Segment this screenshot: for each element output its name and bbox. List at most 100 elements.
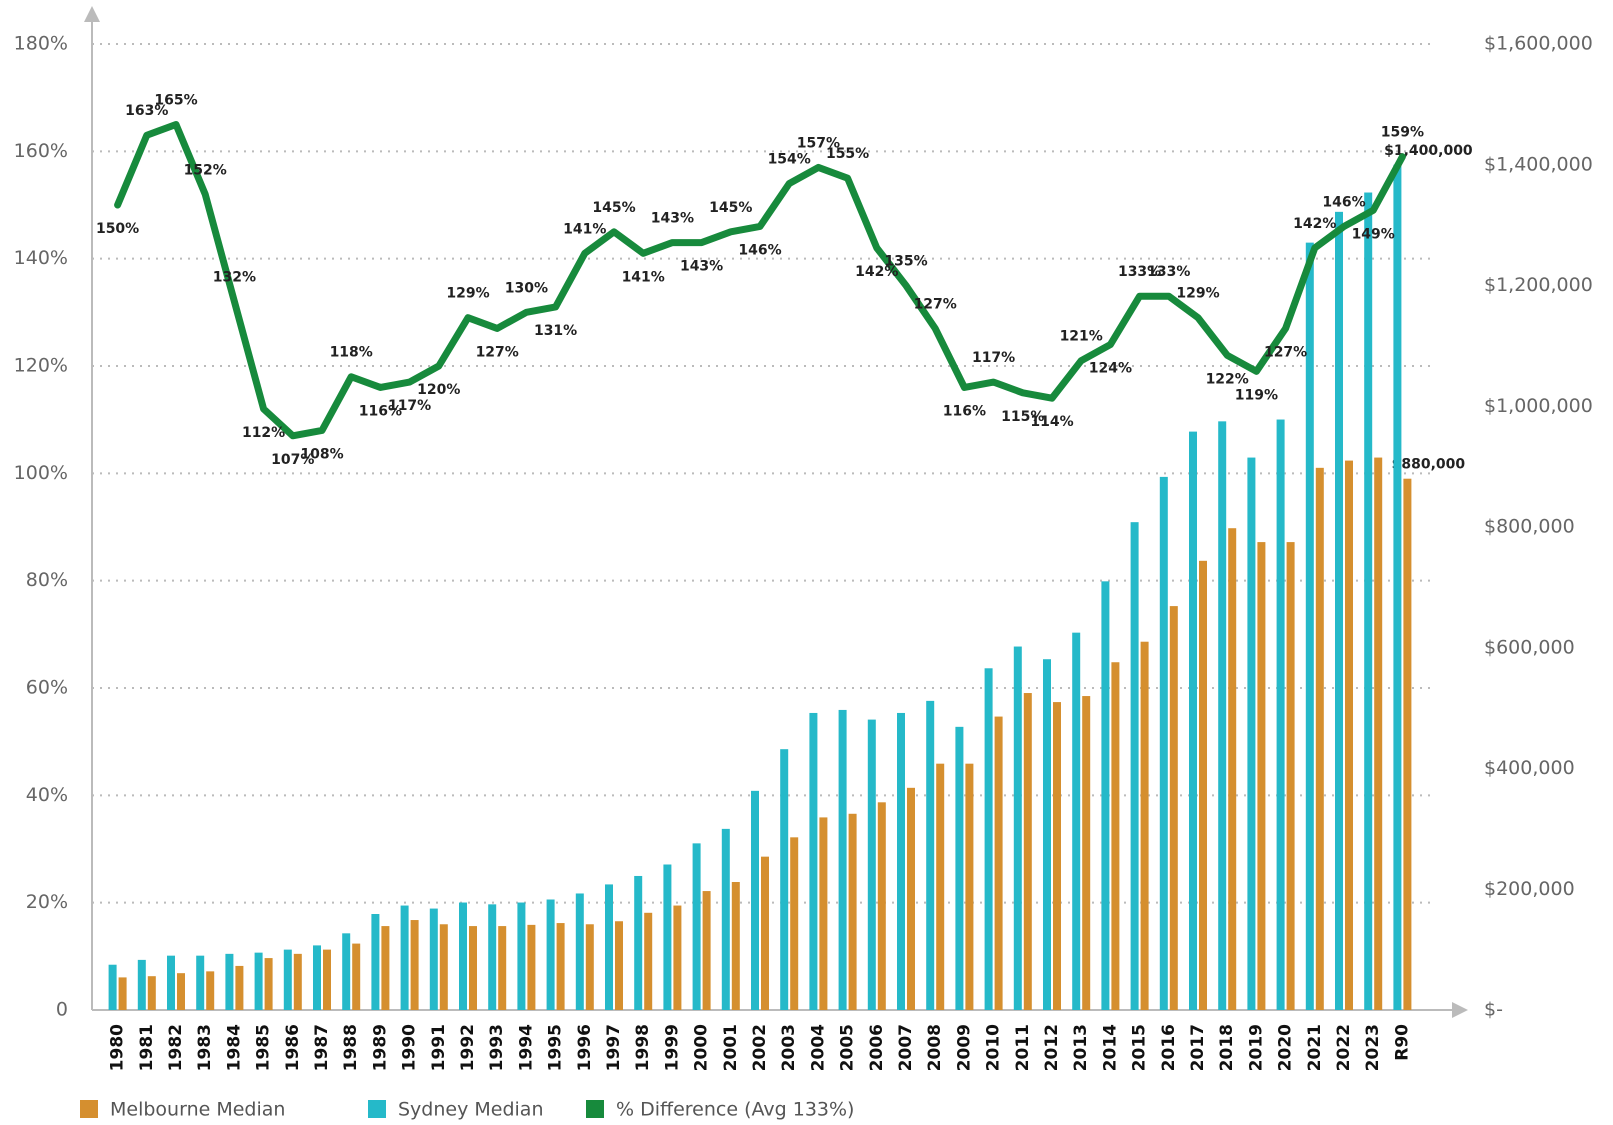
bar: [118, 977, 127, 1010]
x-tick-label: 1997: [604, 1024, 624, 1071]
y-axis-arrow: [84, 6, 100, 22]
x-tick-label: 2000: [692, 1024, 712, 1071]
bar: [1130, 522, 1139, 1010]
y-tick-label: 140%: [14, 247, 68, 269]
bar: [1286, 542, 1295, 1010]
data-label: 132%: [213, 270, 256, 286]
x-tick-label: 2004: [808, 1024, 828, 1071]
x-tick-label: 2005: [838, 1024, 858, 1071]
x-tick-label: 1990: [400, 1024, 420, 1071]
bar: [1315, 467, 1324, 1010]
bar: [264, 958, 273, 1010]
bar: [1043, 659, 1051, 1010]
data-label: 107%: [271, 452, 314, 468]
bar: [1364, 192, 1373, 1010]
data-label: 143%: [680, 259, 723, 275]
bar: [177, 973, 185, 1010]
x-tick-label: 2023: [1363, 1024, 1383, 1071]
bar: [400, 905, 409, 1010]
x-tick-label: 1989: [370, 1024, 390, 1071]
data-label: 118%: [330, 345, 373, 361]
y2-tick-label: $1,000,000: [1484, 395, 1593, 417]
bar: [459, 902, 467, 1010]
bar: [965, 763, 974, 1010]
data-label: 133%: [1118, 264, 1161, 280]
bar: [761, 856, 769, 1010]
data-label: 129%: [446, 286, 489, 302]
y-tick-label: 100%: [14, 462, 68, 484]
data-label: 146%: [1322, 194, 1365, 210]
data-label: $880,000: [1392, 457, 1466, 473]
y2-tick-label: $-: [1484, 999, 1503, 1021]
data-label: 117%: [388, 398, 431, 414]
bar: [225, 953, 234, 1010]
data-label: 124%: [1089, 361, 1132, 377]
data-label: $1,400,000: [1384, 143, 1473, 159]
bar: [936, 763, 945, 1010]
bar: [517, 902, 526, 1010]
data-label: 116%: [943, 403, 986, 419]
x-tick-label: 1980: [108, 1024, 128, 1071]
data-label: 127%: [1264, 344, 1307, 360]
bar: [692, 843, 701, 1010]
bar: [751, 790, 759, 1010]
bar: [994, 716, 1003, 1010]
legend-swatch: [80, 1100, 98, 1118]
x-tick-label: 2017: [1188, 1024, 1208, 1071]
x-tick-label: 2003: [779, 1024, 799, 1071]
bar: [410, 920, 419, 1010]
data-label: 117%: [972, 350, 1015, 366]
x-tick-label: 1993: [487, 1024, 507, 1071]
data-label: 131%: [534, 323, 577, 339]
bar: [819, 817, 828, 1010]
x-tick-label: 2001: [721, 1024, 741, 1071]
bar: [663, 864, 672, 1010]
bar: [488, 904, 497, 1010]
data-label: 130%: [505, 280, 548, 296]
y-tick-label: 60%: [26, 677, 68, 699]
x-tick-label: 2002: [750, 1024, 770, 1071]
bar: [867, 719, 876, 1010]
data-label: 141%: [563, 221, 606, 237]
bar: [721, 828, 730, 1010]
x-tick-label: 1983: [195, 1024, 215, 1071]
bar: [984, 668, 993, 1010]
x-tick-label: 1994: [516, 1024, 536, 1071]
x-tick-label: 2014: [1100, 1024, 1120, 1071]
bar: [1335, 211, 1343, 1010]
data-label: 150%: [96, 221, 139, 237]
bar: [429, 908, 438, 1010]
y-tick-label: 180%: [14, 33, 68, 55]
legend-swatch: [368, 1100, 386, 1118]
x-tick-label: 2019: [1246, 1024, 1266, 1071]
x-tick-label: 1986: [283, 1024, 303, 1071]
x-tick-label: 2018: [1217, 1024, 1237, 1071]
bar: [615, 921, 623, 1010]
data-label: 116%: [359, 403, 402, 419]
bar: [546, 899, 555, 1010]
bar: [352, 943, 361, 1010]
bar: [342, 933, 351, 1010]
bar: [1189, 431, 1197, 1010]
bar: [498, 926, 507, 1010]
data-label: 141%: [622, 269, 665, 285]
x-tick-label: 1998: [633, 1024, 653, 1071]
bar: [323, 949, 331, 1010]
bar: [1403, 478, 1412, 1010]
bar: [585, 924, 594, 1010]
bar: [556, 923, 565, 1010]
x-tick-label: 2020: [1276, 1024, 1296, 1071]
bar: [439, 924, 448, 1010]
x-tick-label: 1992: [458, 1024, 478, 1071]
data-label: 119%: [1235, 387, 1278, 403]
bar: [254, 952, 263, 1010]
y-tick-label: 20%: [26, 891, 68, 913]
data-label: 142%: [1293, 216, 1336, 232]
bar: [1140, 641, 1149, 1010]
x-tick-label: 1991: [429, 1024, 449, 1071]
bar: [1257, 542, 1266, 1010]
x-tick-label: 2009: [954, 1024, 974, 1071]
bar: [1345, 460, 1353, 1010]
data-label: 145%: [709, 200, 752, 216]
data-label: 114%: [1030, 414, 1073, 430]
